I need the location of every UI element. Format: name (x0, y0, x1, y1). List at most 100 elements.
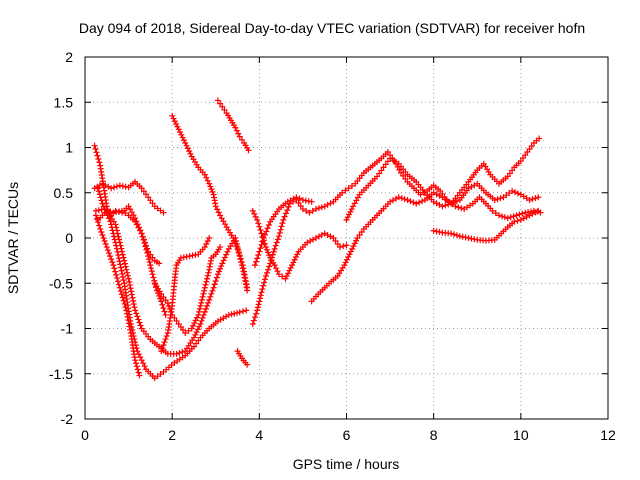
data-point (207, 293, 214, 300)
data-point (315, 205, 322, 212)
data-point (204, 238, 211, 245)
data-point (334, 241, 341, 248)
data-point (145, 256, 152, 263)
data-point (259, 286, 266, 293)
data-point (346, 211, 353, 218)
data-point (514, 190, 521, 197)
data-point (180, 137, 187, 144)
data-point (159, 301, 166, 308)
data-point (306, 209, 313, 216)
data-point (115, 208, 122, 215)
data-point (99, 231, 106, 238)
data-point (117, 242, 124, 249)
data-point (265, 221, 272, 228)
x-tick-label: 12 (600, 427, 616, 443)
data-point (119, 251, 126, 258)
data-point (123, 307, 130, 314)
data-point (263, 269, 270, 276)
y-tick-label: 1 (65, 140, 73, 156)
data-point (528, 142, 535, 149)
data-point (121, 260, 128, 267)
data-point (265, 266, 272, 273)
x-axis-label: GPS time / hours (293, 456, 400, 472)
data-point (376, 170, 383, 177)
data-point (445, 201, 452, 208)
data-point (148, 268, 155, 275)
data-point (192, 317, 199, 324)
data-point (230, 235, 237, 241)
data-point (343, 242, 350, 249)
data-point (163, 333, 170, 340)
series-sat-o (308, 180, 542, 305)
data-point (417, 191, 424, 198)
data-point (201, 171, 208, 178)
series-sat-g (151, 244, 224, 337)
data-point (104, 247, 111, 254)
x-tick-label: 4 (255, 427, 263, 443)
data-point (382, 161, 389, 168)
data-point (225, 311, 232, 318)
y-tick-label: 0.5 (54, 185, 74, 201)
data-point (289, 262, 296, 269)
data-point (224, 248, 231, 255)
y-tick-label: 1.5 (54, 94, 74, 110)
data-point (517, 158, 524, 165)
data-point (120, 254, 127, 261)
data-point (277, 226, 284, 233)
data-point (509, 187, 516, 194)
data-point (132, 360, 139, 367)
data-point (401, 196, 408, 203)
data-point (179, 349, 186, 356)
x-tick-label: 2 (168, 427, 176, 443)
data-point (120, 297, 127, 304)
data-point (113, 183, 120, 190)
data-point (492, 210, 499, 217)
data-point (456, 233, 463, 240)
data-point (236, 133, 243, 140)
data-point (234, 245, 241, 252)
data-point (145, 194, 152, 201)
data-point (202, 281, 209, 288)
data-point (261, 279, 268, 286)
data-point (347, 248, 354, 255)
data-point (116, 258, 123, 265)
data-point (233, 309, 240, 316)
data-point (119, 294, 126, 301)
data-point (290, 259, 297, 266)
data-point (126, 323, 133, 330)
data-point (161, 308, 168, 315)
data-point (193, 329, 200, 336)
data-point (197, 302, 204, 309)
data-point (119, 183, 126, 190)
data-point (186, 148, 193, 155)
data-point (177, 323, 184, 330)
data-point (96, 159, 103, 166)
data-point (507, 214, 514, 221)
data-point (205, 269, 212, 276)
data-point (112, 268, 119, 275)
data-point (171, 118, 178, 125)
data-point (95, 207, 102, 214)
data-point (296, 195, 303, 202)
data-point (330, 235, 337, 241)
data-point (278, 223, 285, 230)
data-point (190, 343, 197, 350)
data-point (238, 258, 245, 265)
data-point (261, 231, 268, 238)
data-point (102, 206, 109, 213)
data-point (378, 167, 385, 174)
data-point (182, 330, 189, 337)
data-point (112, 207, 119, 214)
data-point (514, 217, 521, 224)
data-point (117, 288, 124, 295)
data-point (128, 288, 135, 295)
data-point (254, 216, 261, 223)
data-point (204, 275, 211, 282)
data-point (177, 129, 184, 136)
data-point (262, 273, 269, 280)
data-point (348, 206, 355, 213)
data-point (501, 214, 508, 221)
series-sat-p (343, 135, 543, 223)
data-point (134, 366, 141, 373)
